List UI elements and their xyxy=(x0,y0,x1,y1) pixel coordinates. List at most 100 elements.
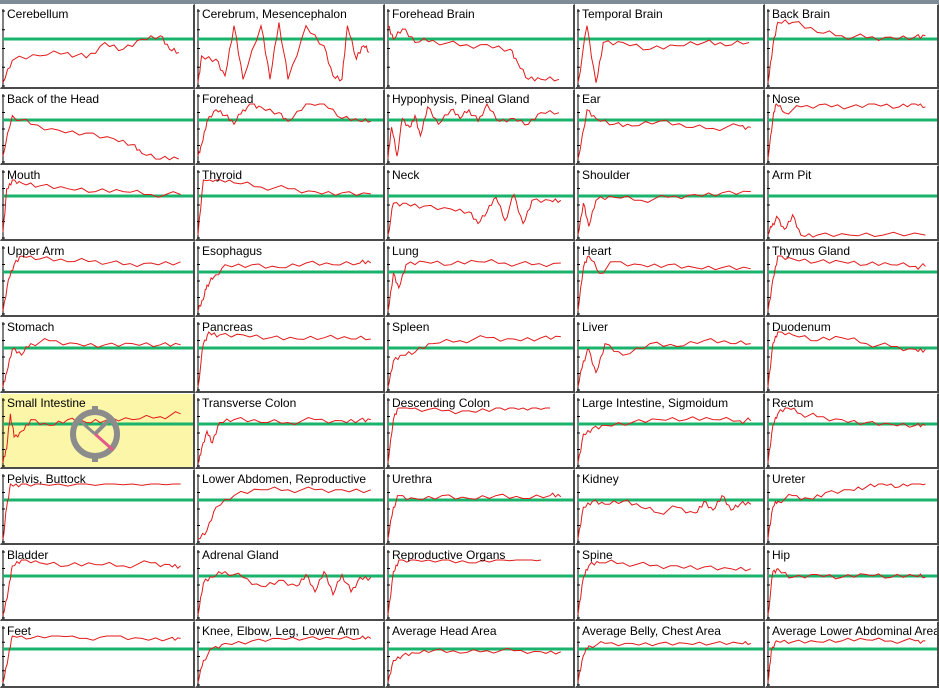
graph-cell-lung[interactable]: Lung xyxy=(385,241,575,317)
signal-trace xyxy=(767,213,926,238)
signal-trace xyxy=(197,103,371,157)
graph-cell-knee-elbow-leg-lower-arm[interactable]: Knee, Elbow, Leg, Lower Arm xyxy=(195,621,385,688)
graph-cell-nose[interactable]: Nose xyxy=(765,89,939,165)
signal-trace xyxy=(387,559,542,616)
graph-plot xyxy=(197,170,383,239)
graph-cell-spine[interactable]: Spine xyxy=(575,545,765,621)
graph-plot xyxy=(2,9,193,87)
graph-plot xyxy=(577,170,763,239)
graph-plot xyxy=(387,9,573,87)
graph-plot xyxy=(2,626,193,686)
graph-plot xyxy=(197,94,383,163)
graph-plot xyxy=(767,474,937,543)
signal-trace xyxy=(2,114,180,161)
graph-plot xyxy=(197,626,383,686)
signal-trace xyxy=(767,483,926,540)
signal-trace xyxy=(197,179,371,236)
graph-plot xyxy=(387,94,573,163)
graph-cell-small-intestine[interactable]: Small Intestine xyxy=(0,393,195,469)
signal-trace xyxy=(2,411,181,464)
signal-trace xyxy=(577,255,751,312)
graph-plot xyxy=(2,322,193,391)
graph-plot xyxy=(2,170,193,239)
graph-plot xyxy=(767,170,937,239)
graph-plot xyxy=(387,170,573,239)
graph-plot xyxy=(387,322,573,391)
graph-cell-shoulder[interactable]: Shoulder xyxy=(575,165,765,241)
graph-cell-average-belly-chest-area[interactable]: Average Belly, Chest Area xyxy=(575,621,765,688)
graph-cell-hypophysis-pineal-gland[interactable]: Hypophysis, Pineal Gland xyxy=(385,89,575,165)
signal-trace xyxy=(387,335,561,388)
graph-cell-thyroid[interactable]: Thyroid xyxy=(195,165,385,241)
graph-cell-pelvis-buttock[interactable]: Pelvis, Buttock xyxy=(0,469,195,545)
graph-cell-hip[interactable]: Hip xyxy=(765,545,939,621)
signal-trace xyxy=(577,494,752,540)
signal-trace xyxy=(767,103,926,160)
graph-cell-kidney[interactable]: Kidney xyxy=(575,469,765,545)
graph-plot xyxy=(577,398,763,467)
graph-cell-esophagus[interactable]: Esophagus xyxy=(195,241,385,317)
graph-cell-large-intestine-sigmoidum[interactable]: Large Intestine, Sigmoidum xyxy=(575,393,765,469)
graph-cell-duodenum[interactable]: Duodenum xyxy=(765,317,939,393)
graph-plot xyxy=(577,550,763,619)
signal-trace xyxy=(387,102,560,160)
graph-cell-feet[interactable]: Feet xyxy=(0,621,195,688)
graph-plot xyxy=(767,9,937,87)
signal-trace xyxy=(767,19,926,83)
signal-trace xyxy=(197,331,371,388)
graph-plot xyxy=(197,398,383,467)
graph-cell-bladder[interactable]: Bladder xyxy=(0,545,195,621)
signal-trace xyxy=(387,407,550,464)
graph-cell-liver[interactable]: Liver xyxy=(575,317,765,393)
signal-trace xyxy=(577,559,751,616)
graph-plot xyxy=(2,398,193,467)
graph-cell-mouth[interactable]: Mouth xyxy=(0,165,195,241)
signal-trace xyxy=(2,179,181,233)
graph-cell-stomach[interactable]: Stomach xyxy=(0,317,195,393)
graph-plot xyxy=(2,246,193,315)
graph-cell-adrenal-gland[interactable]: Adrenal Gland xyxy=(195,545,385,621)
graph-cell-ear[interactable]: Ear xyxy=(575,89,765,165)
graph-cell-heart[interactable]: Heart xyxy=(575,241,765,317)
graph-cell-urethra[interactable]: Urethra xyxy=(385,469,575,545)
signal-trace xyxy=(197,416,371,464)
graph-plot xyxy=(767,322,937,391)
graph-plot xyxy=(2,474,193,543)
signal-trace xyxy=(577,190,751,236)
graph-cell-forehead-brain[interactable]: Forehead Brain xyxy=(385,4,575,89)
signal-trace xyxy=(2,338,181,388)
graph-cell-lower-abdomen-reproductive[interactable]: Lower Abdomen, Reproductive xyxy=(195,469,385,545)
graph-plot xyxy=(767,626,937,686)
graph-cell-ureter[interactable]: Ureter xyxy=(765,469,939,545)
signal-trace xyxy=(387,492,562,540)
signal-trace xyxy=(767,637,926,683)
graph-cell-cerebrum-mesencephalon[interactable]: Cerebrum, Mesencephalon xyxy=(195,4,385,89)
signal-trace xyxy=(767,407,926,464)
graph-cell-spleen[interactable]: Spleen xyxy=(385,317,575,393)
graph-cell-average-head-area[interactable]: Average Head Area xyxy=(385,621,575,688)
graph-plot xyxy=(2,94,193,163)
graph-plot xyxy=(197,9,383,87)
graph-cell-transverse-colon[interactable]: Transverse Colon xyxy=(195,393,385,469)
graph-cell-reproductive-organs[interactable]: Reproductive Organs xyxy=(385,545,575,621)
graph-cell-neck[interactable]: Neck xyxy=(385,165,575,241)
signal-trace xyxy=(2,255,181,312)
signal-trace xyxy=(387,193,562,236)
graph-cell-descending-colon[interactable]: Descending Colon xyxy=(385,393,575,469)
graph-cell-back-of-the-head[interactable]: Back of the Head xyxy=(0,89,195,165)
signal-trace xyxy=(577,109,751,160)
signal-trace xyxy=(767,255,926,312)
graph-cell-rectum[interactable]: Rectum xyxy=(765,393,939,469)
graph-cell-temporal-brain[interactable]: Temporal Brain xyxy=(575,4,765,89)
graph-cell-forehead[interactable]: Forehead xyxy=(195,89,385,165)
graph-plot xyxy=(767,94,937,163)
graph-cell-back-brain[interactable]: Back Brain xyxy=(765,4,939,89)
graph-cell-cerebellum[interactable]: Cerebellum xyxy=(0,4,195,89)
graph-cell-upper-arm[interactable]: Upper Arm xyxy=(0,241,195,317)
graph-cell-pancreas[interactable]: Pancreas xyxy=(195,317,385,393)
graph-cell-thymus-gland[interactable]: Thymus Gland xyxy=(765,241,939,317)
graph-plot xyxy=(197,474,383,543)
graph-cell-average-lower-abdominal-area[interactable]: Average Lower Abdominal Area xyxy=(765,621,939,688)
graph-cell-arm-pit[interactable]: Arm Pit xyxy=(765,165,939,241)
